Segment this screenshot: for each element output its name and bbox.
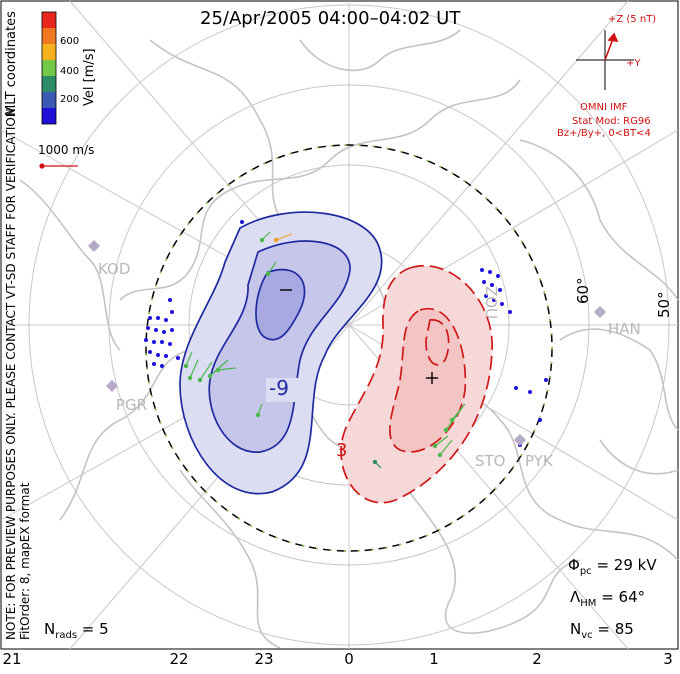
velocity-colorbar (41, 11, 57, 125)
latitude-label-60: 60° (574, 277, 592, 304)
mlt-tick-2: 2 (532, 650, 542, 668)
mlt-tick-21: 21 (2, 650, 22, 668)
map-title: 25/Apr/2005 04:00–04:02 UT (200, 8, 461, 29)
mlt-tick-22: 22 (169, 650, 189, 668)
contour-label-positive: 3 (336, 440, 348, 461)
mlt-tick-0: 0 (344, 650, 354, 668)
colorbar-swatch (42, 108, 56, 124)
hm-boundary-latitude: ΛHM = 64° (570, 588, 646, 609)
mlt-tick-3: 3 (663, 650, 673, 668)
colorbar-swatch (42, 44, 56, 60)
colorbar-tick-400: 400 (60, 66, 80, 77)
preview-note: NOTE: FOR PREVIEW PURPOSES ONLY. PLEASE … (4, 104, 18, 640)
mlt-axis: 21 22 23 0 1 2 3 (0, 650, 680, 674)
mlt-tick-23: 23 (254, 650, 274, 668)
mlt-tick-1: 1 (429, 650, 439, 668)
imf-model: Stat Mod: RG96 (572, 116, 651, 127)
negative-cell (179, 211, 383, 495)
scale-vector-label: 1000 m/s (38, 143, 95, 157)
colorbar-swatch (42, 92, 56, 108)
imf-condition: Bz+/By+, 0<BT<4 (557, 128, 651, 139)
imf-vector (604, 32, 619, 61)
latitude-label-50: 50° (655, 291, 673, 318)
colorbar-swatch (42, 76, 56, 92)
station-zou: ZOU (482, 286, 500, 320)
vector-count: Nvc = 85 (570, 620, 634, 641)
station-pgr: PGR (116, 396, 148, 414)
potential-markers (280, 289, 438, 384)
positive-cell (340, 265, 493, 504)
contour-label-negative: -9 (269, 376, 289, 400)
coordinate-system-label: MLT coordinates (4, 11, 19, 116)
cross-polar-potential: Φpc = 29 kV (568, 556, 657, 577)
station-han: HAN (608, 320, 641, 338)
station-markers (88, 240, 606, 446)
scale-vector (39, 163, 78, 169)
station-pyk: PYK (525, 452, 553, 470)
colorbar-tick-200: 200 (60, 94, 80, 105)
colorbar-swatch (42, 60, 56, 76)
station-sto: STO (475, 452, 506, 470)
imf-y-label: +Y (626, 58, 641, 69)
radar-count: Nrads = 5 (44, 620, 109, 641)
colorbar-tick-600: 600 (60, 36, 80, 47)
colorbar-swatch (42, 28, 56, 44)
fit-order-label: FitOrder: 8, mapEX format (18, 482, 32, 640)
velocity-vectors (144, 220, 548, 469)
station-kod: KOD (98, 260, 131, 278)
imf-source: OMNI IMF (580, 102, 628, 113)
imf-z-label: +Z (5 nT) (608, 14, 657, 25)
colorbar-label: Vel [m/s] (82, 48, 97, 106)
colorbar-swatch (42, 12, 56, 28)
